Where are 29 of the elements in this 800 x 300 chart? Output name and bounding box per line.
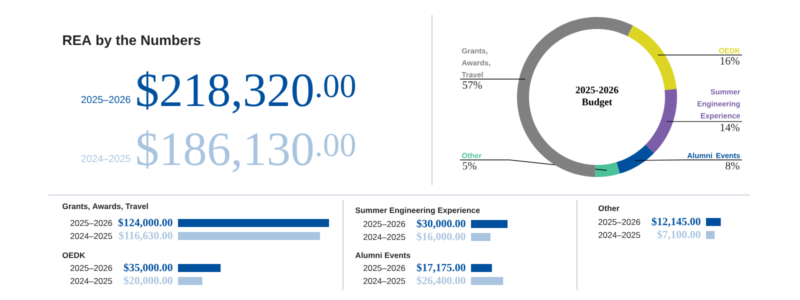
- data-label: $35,000.00: [124, 263, 172, 273]
- data-label: $12,145.00: [652, 217, 700, 227]
- y-tick-label: 2025–2026: [70, 220, 112, 226]
- data-label: $26,400.00: [416, 276, 466, 286]
- data-label: $30,000.00: [416, 219, 466, 229]
- y-tick-label: 2025–2026: [364, 221, 406, 227]
- y-tick-label: 2024–2025: [70, 278, 112, 284]
- text: $218,320$^{.00}$: [137, 71, 356, 114]
- data-label: $20,000.00: [124, 276, 172, 286]
- data-label: 57%: [462, 81, 482, 89]
- data-label: $124,000.00: [118, 218, 172, 228]
- data-label: 5%: [462, 162, 476, 170]
- data-label: 14%: [720, 124, 740, 132]
- text: REA by the Numbers: [63, 34, 200, 48]
- y-tick-label: 2024–2025: [364, 234, 406, 240]
- y-tick-label: 2024–2025: [364, 278, 406, 284]
- data-label: 8%: [726, 162, 740, 170]
- data-label: 16%: [720, 57, 740, 65]
- y-tick-label: 2025–2026: [70, 265, 112, 271]
- data-label: $17,175.00: [416, 263, 466, 273]
- text: 2024–2025: [81, 155, 130, 162]
- data-label: $16,000.00: [416, 232, 466, 242]
- text: $186,130$^{.00}$: [137, 130, 356, 172]
- data-label: $116,630.00: [119, 231, 172, 241]
- y-tick-label: 2025–2026: [364, 265, 406, 271]
- text: 2025-2026 Budget: [576, 86, 618, 108]
- y-tick-label: 2024–2025: [70, 233, 112, 239]
- text: 2025–2026: [81, 96, 130, 104]
- data-label: $7,100.00: [657, 230, 700, 240]
